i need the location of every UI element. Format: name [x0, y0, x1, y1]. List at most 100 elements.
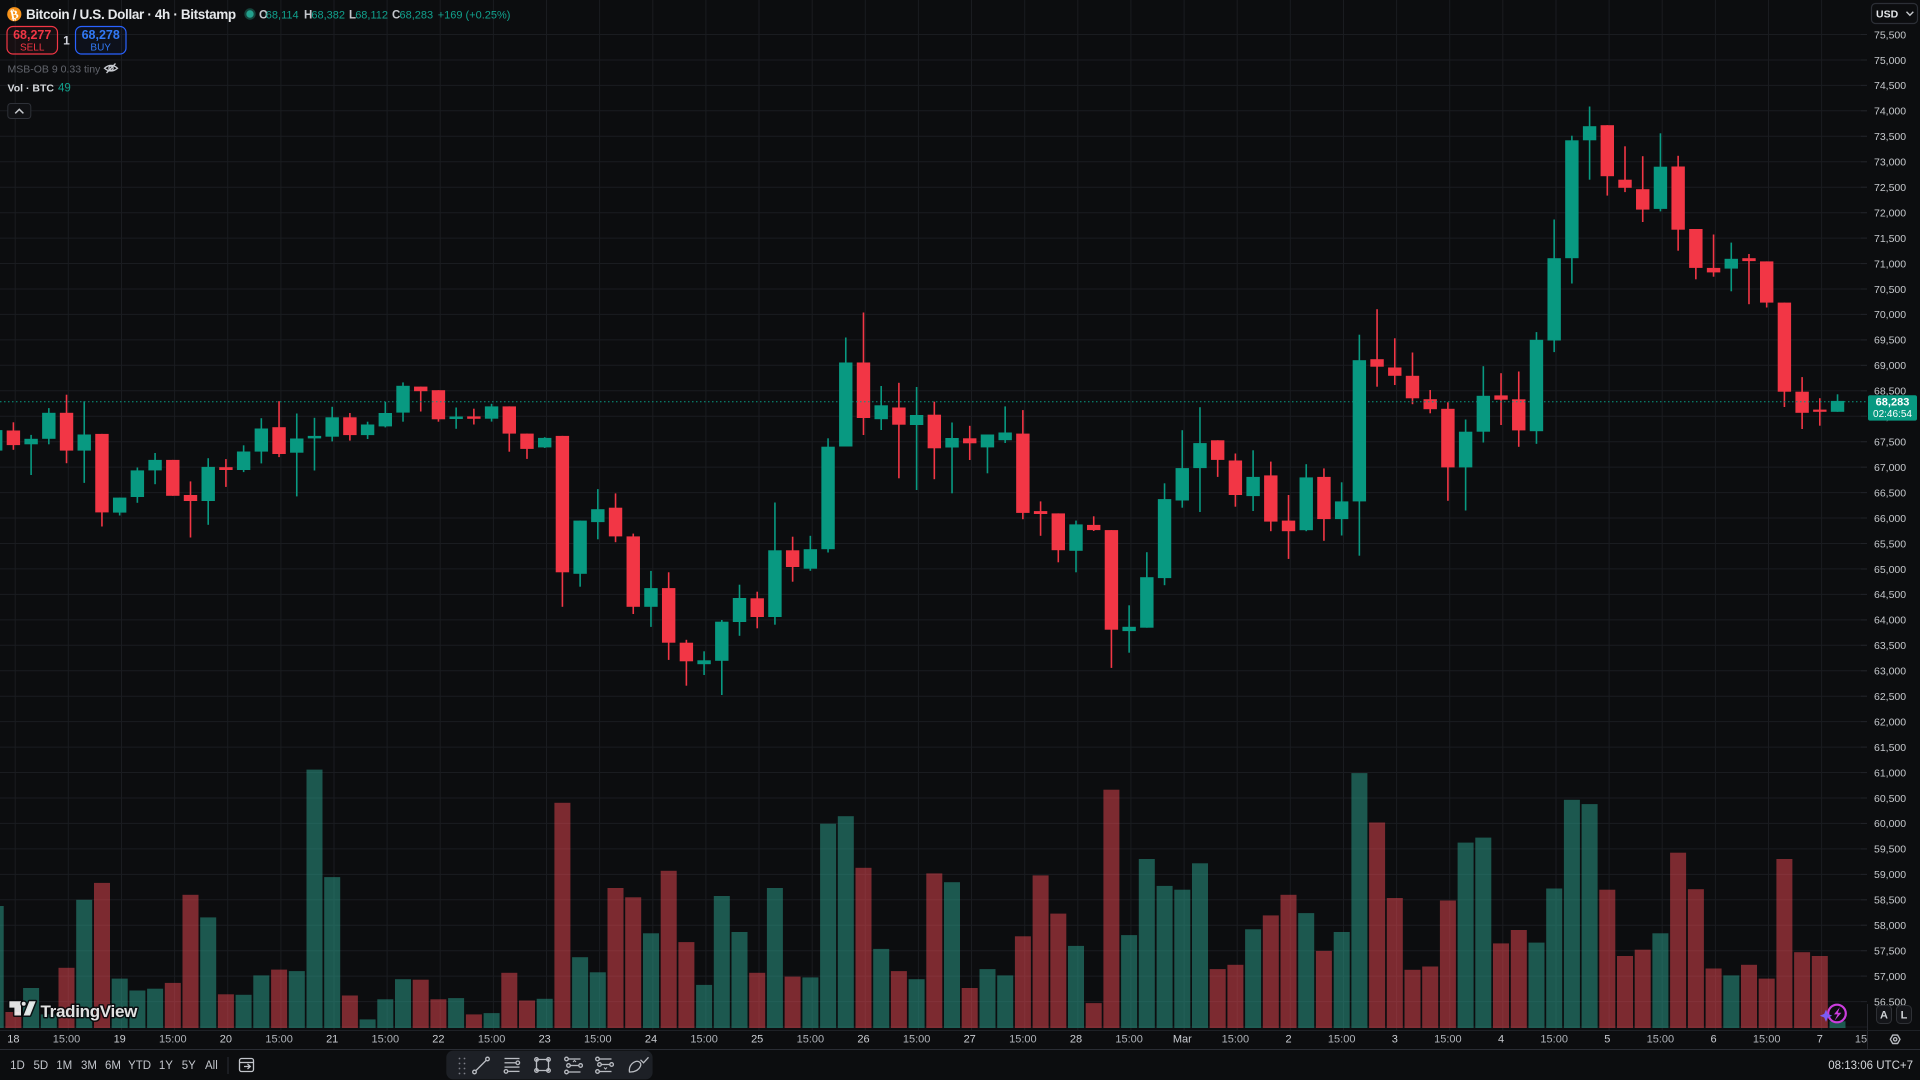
svg-text:75,500: 75,500 — [1874, 29, 1906, 41]
svg-text:62,000: 62,000 — [1874, 716, 1906, 728]
svg-text:15:00: 15:00 — [1222, 1034, 1250, 1046]
svg-text:Vol · BTC: Vol · BTC — [8, 82, 55, 94]
svg-text:02:46:54: 02:46:54 — [1873, 409, 1912, 420]
svg-text:67,000: 67,000 — [1874, 462, 1906, 474]
svg-text:3: 3 — [1392, 1034, 1398, 1046]
svg-text:15:00: 15:00 — [797, 1034, 825, 1046]
svg-text:L: L — [1901, 1010, 1908, 1022]
svg-text:20: 20 — [220, 1034, 232, 1046]
svg-text:72,500: 72,500 — [1874, 182, 1906, 194]
svg-text:Mar: Mar — [1173, 1034, 1192, 1046]
svg-text:15:00: 15:00 — [372, 1034, 400, 1046]
svg-text:4: 4 — [1498, 1034, 1504, 1046]
svg-text:USD: USD — [1876, 9, 1899, 21]
svg-text:6: 6 — [1711, 1034, 1717, 1046]
svg-text:15:00: 15:00 — [690, 1034, 718, 1046]
svg-text:66,000: 66,000 — [1874, 513, 1906, 525]
svg-text:74,000: 74,000 — [1874, 106, 1906, 118]
svg-text:5Y: 5Y — [182, 1060, 196, 1072]
svg-text:15:00: 15:00 — [903, 1034, 931, 1046]
svg-text:1Y: 1Y — [159, 1060, 173, 1072]
svg-text:62,500: 62,500 — [1874, 691, 1906, 703]
svg-text:68,283: 68,283 — [1876, 396, 1910, 408]
svg-text:22: 22 — [432, 1034, 444, 1046]
svg-text:68,278: 68,278 — [82, 28, 120, 42]
svg-text:58,000: 58,000 — [1874, 920, 1906, 932]
svg-text:15:00: 15:00 — [159, 1034, 187, 1046]
svg-text:15:00: 15:00 — [265, 1034, 293, 1046]
svg-text:64,500: 64,500 — [1874, 589, 1906, 601]
svg-text:23: 23 — [539, 1034, 551, 1046]
svg-text:60,000: 60,000 — [1874, 818, 1906, 830]
svg-text:C: C — [392, 10, 400, 22]
svg-text:6M: 6M — [105, 1060, 121, 1072]
svg-text:All: All — [205, 1060, 218, 1072]
svg-text:O: O — [259, 10, 268, 22]
svg-text:TradingView: TradingView — [41, 1002, 139, 1021]
svg-text:26: 26 — [857, 1034, 869, 1046]
svg-text:1M: 1M — [56, 1060, 72, 1072]
svg-text:68,382: 68,382 — [311, 10, 345, 22]
svg-text:68,112: 68,112 — [355, 10, 388, 22]
svg-text:15:00: 15:00 — [1009, 1034, 1037, 1046]
svg-text:7: 7 — [1817, 1034, 1823, 1046]
svg-text:15:00: 15:00 — [1753, 1034, 1781, 1046]
svg-text:63,000: 63,000 — [1874, 666, 1906, 678]
svg-text:15:00: 15:00 — [53, 1034, 81, 1046]
svg-text:57,500: 57,500 — [1874, 946, 1906, 958]
svg-text:24: 24 — [645, 1034, 657, 1046]
svg-text:19: 19 — [114, 1034, 126, 1046]
svg-text:H: H — [304, 10, 312, 22]
svg-text:71,000: 71,000 — [1874, 258, 1906, 270]
svg-text:66,500: 66,500 — [1874, 487, 1906, 499]
svg-text:YTD: YTD — [128, 1060, 151, 1072]
svg-text:25: 25 — [751, 1034, 763, 1046]
svg-text:68,500: 68,500 — [1874, 386, 1906, 398]
svg-text:21: 21 — [326, 1034, 338, 1046]
svg-text:15:00: 15:00 — [1328, 1034, 1356, 1046]
svg-text:L: L — [349, 10, 356, 22]
svg-text:73,000: 73,000 — [1874, 157, 1906, 169]
svg-text:74,500: 74,500 — [1874, 80, 1906, 92]
svg-text:60,500: 60,500 — [1874, 793, 1906, 805]
svg-text:64,000: 64,000 — [1874, 615, 1906, 627]
svg-text:59,000: 59,000 — [1874, 869, 1906, 881]
svg-text:BUY: BUY — [90, 43, 111, 54]
svg-text:68,277: 68,277 — [13, 28, 51, 42]
svg-text:A: A — [1880, 1010, 1888, 1022]
svg-text:15:00: 15:00 — [1434, 1034, 1462, 1046]
svg-text:49: 49 — [58, 82, 71, 94]
svg-text:2: 2 — [1285, 1034, 1291, 1046]
svg-text:59,500: 59,500 — [1874, 844, 1906, 856]
svg-text:15:00: 15:00 — [478, 1034, 506, 1046]
svg-text:57,000: 57,000 — [1874, 971, 1906, 983]
svg-text:69,000: 69,000 — [1874, 360, 1906, 372]
svg-text:28: 28 — [1070, 1034, 1082, 1046]
svg-text:₿: ₿ — [9, 7, 20, 22]
svg-text:MSB-OB 9 0.33 tiny: MSB-OB 9 0.33 tiny — [8, 63, 102, 75]
svg-text:15:00: 15:00 — [584, 1034, 612, 1046]
svg-text:63,500: 63,500 — [1874, 640, 1906, 652]
svg-text:3M: 3M — [81, 1060, 97, 1072]
svg-text:1: 1 — [63, 34, 70, 48]
svg-text:71,500: 71,500 — [1874, 233, 1906, 245]
svg-text:27: 27 — [964, 1034, 976, 1046]
svg-text:Bitcoin / U.S. Dollar · 4h · B: Bitcoin / U.S. Dollar · 4h · Bitstamp — [26, 7, 236, 22]
svg-text:65,000: 65,000 — [1874, 564, 1906, 576]
svg-text:5: 5 — [1604, 1034, 1610, 1046]
svg-text:73,500: 73,500 — [1874, 131, 1906, 143]
svg-text:15:00: 15:00 — [1540, 1034, 1568, 1046]
svg-text:68,283: 68,283 — [400, 10, 434, 22]
svg-text:18: 18 — [7, 1034, 19, 1046]
svg-text:15:00: 15:00 — [1115, 1034, 1143, 1046]
svg-text:+169 (+0.25%): +169 (+0.25%) — [438, 10, 511, 22]
svg-text:1D: 1D — [10, 1060, 25, 1072]
svg-text:69,500: 69,500 — [1874, 335, 1906, 347]
svg-text:58,500: 58,500 — [1874, 895, 1906, 907]
svg-text:15: 15 — [1855, 1034, 1867, 1046]
svg-text:68,114: 68,114 — [266, 10, 299, 22]
svg-text:61,500: 61,500 — [1874, 742, 1906, 754]
svg-text:08:13:06 UTC+7: 08:13:06 UTC+7 — [1828, 1060, 1913, 1072]
svg-text:65,500: 65,500 — [1874, 538, 1906, 550]
svg-text:75,000: 75,000 — [1874, 55, 1906, 67]
